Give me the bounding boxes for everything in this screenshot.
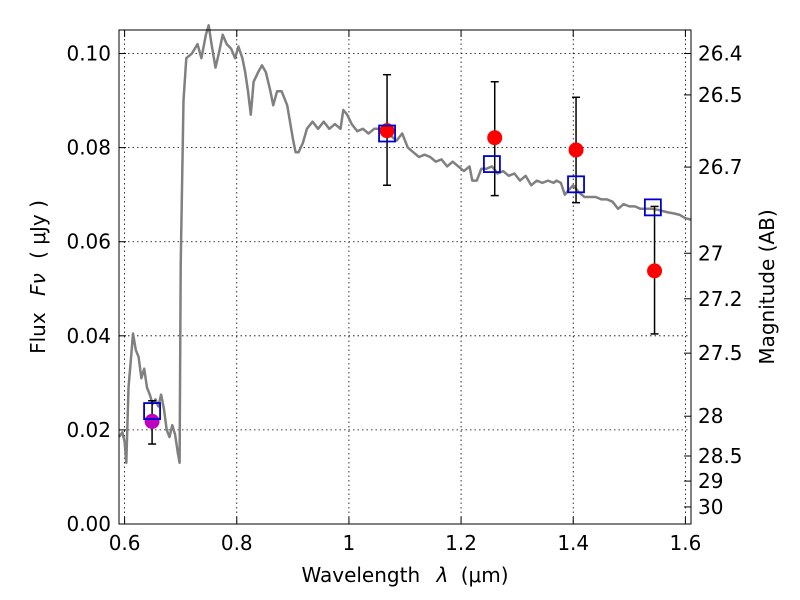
model-band-points bbox=[143, 124, 662, 420]
observed-point bbox=[487, 130, 503, 146]
x-axis-label: Wavelength λ (μm) bbox=[301, 563, 508, 587]
spectrum-line bbox=[117, 24, 692, 465]
x-axis-label-text: Wavelength λ (μm) bbox=[301, 563, 508, 587]
x-axis-label-unit: (μm) bbox=[461, 563, 509, 587]
model-band-point bbox=[378, 124, 396, 143]
y2-tick-label: 27.5 bbox=[698, 341, 743, 365]
model-band-point bbox=[483, 155, 501, 173]
model-band-point bbox=[143, 402, 161, 420]
y-axis-label-unit: ( μJy ) bbox=[26, 200, 50, 259]
x-axis-label-symbol: λ bbox=[436, 563, 449, 587]
y-axis-label-symbol: Fν bbox=[26, 273, 50, 296]
y2-tick-label: 26.7 bbox=[698, 155, 743, 179]
y2-axis-label: Magnitude (AB) bbox=[755, 209, 779, 364]
y-tick-label: 0.04 bbox=[66, 324, 111, 348]
x-tick-label: 0.6 bbox=[109, 531, 141, 555]
x-tick-label: 0.8 bbox=[221, 531, 253, 555]
plot-frame bbox=[118, 29, 692, 525]
y-axis-label: Flux Fν ( μJy ) bbox=[26, 200, 50, 354]
x-tick-label: 1.2 bbox=[445, 531, 477, 555]
y-tick-label: 0.02 bbox=[66, 418, 111, 442]
y-tick-label: 0.08 bbox=[66, 136, 111, 160]
y2-tick-label: 26.4 bbox=[698, 41, 743, 65]
y2-tick-label: 29 bbox=[698, 469, 723, 493]
y2-tick-label: 30 bbox=[698, 495, 723, 519]
x-tick-label: 1.4 bbox=[557, 531, 589, 555]
observed-point bbox=[379, 123, 395, 139]
x-axis-label-word: Wavelength bbox=[301, 563, 420, 587]
spectrum-series bbox=[117, 24, 692, 465]
model-band-point bbox=[567, 175, 585, 194]
y-tick-label: 0.10 bbox=[66, 42, 111, 66]
observed-point bbox=[144, 413, 160, 429]
y2-tick-label: 27 bbox=[698, 241, 723, 265]
model-band-point bbox=[643, 198, 662, 217]
x-tick-label: 1.6 bbox=[669, 531, 701, 555]
y2-tick-label: 27.2 bbox=[698, 287, 743, 311]
y-axis-label-text: Flux Fν ( μJy ) bbox=[26, 200, 50, 354]
y-tick-label: 0.00 bbox=[66, 512, 111, 536]
observed-points bbox=[144, 123, 663, 429]
y-axis-label-word: Flux bbox=[26, 312, 50, 354]
observed-point bbox=[568, 142, 584, 158]
y2-tick-label: 28 bbox=[698, 404, 723, 428]
y2-tick-label: 28.5 bbox=[698, 444, 743, 468]
y2-tick-label: 26.5 bbox=[698, 83, 743, 107]
y-tick-label: 0.06 bbox=[66, 230, 111, 254]
observed-point bbox=[647, 263, 663, 279]
x-tick-label: 1 bbox=[343, 531, 356, 555]
ticks: 0.6 0.8 1 1.2 1.4 1.6 0.00 0.02 0.04 0.06 0.08 0.10… bbox=[66, 30, 743, 555]
